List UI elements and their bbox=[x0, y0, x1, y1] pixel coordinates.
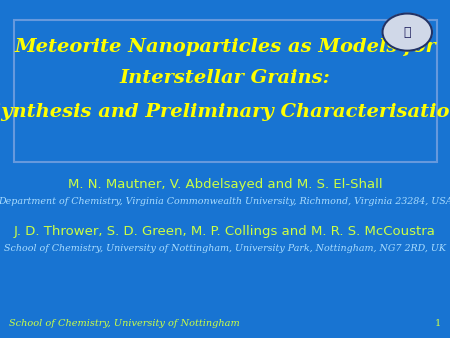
Text: Department of Chemistry, Virginia Commonwealth University, Richmond, Virginia 23: Department of Chemistry, Virginia Common… bbox=[0, 197, 450, 206]
Text: School of Chemistry, University of Nottingham: School of Chemistry, University of Notti… bbox=[9, 319, 240, 328]
Text: M. N. Mautner, V. Abdelsayed and M. S. El-Shall: M. N. Mautner, V. Abdelsayed and M. S. E… bbox=[68, 178, 382, 191]
FancyBboxPatch shape bbox=[14, 20, 436, 162]
Text: School of Chemistry, University of Nottingham, University Park, Nottingham, NG7 : School of Chemistry, University of Notti… bbox=[4, 244, 446, 253]
Text: Meteorite Nanoparticles as Models for: Meteorite Nanoparticles as Models for bbox=[14, 38, 436, 56]
Text: J. D. Thrower, S. D. Green, M. P. Collings and M. R. S. McCoustra: J. D. Thrower, S. D. Green, M. P. Collin… bbox=[14, 225, 436, 238]
Text: 1: 1 bbox=[435, 319, 441, 328]
Text: Interstellar Grains:: Interstellar Grains: bbox=[120, 69, 330, 87]
Text: Synthesis and Preliminary Characterisation: Synthesis and Preliminary Characterisati… bbox=[0, 102, 450, 121]
Circle shape bbox=[382, 14, 432, 51]
Text: ⛹: ⛹ bbox=[404, 26, 411, 39]
